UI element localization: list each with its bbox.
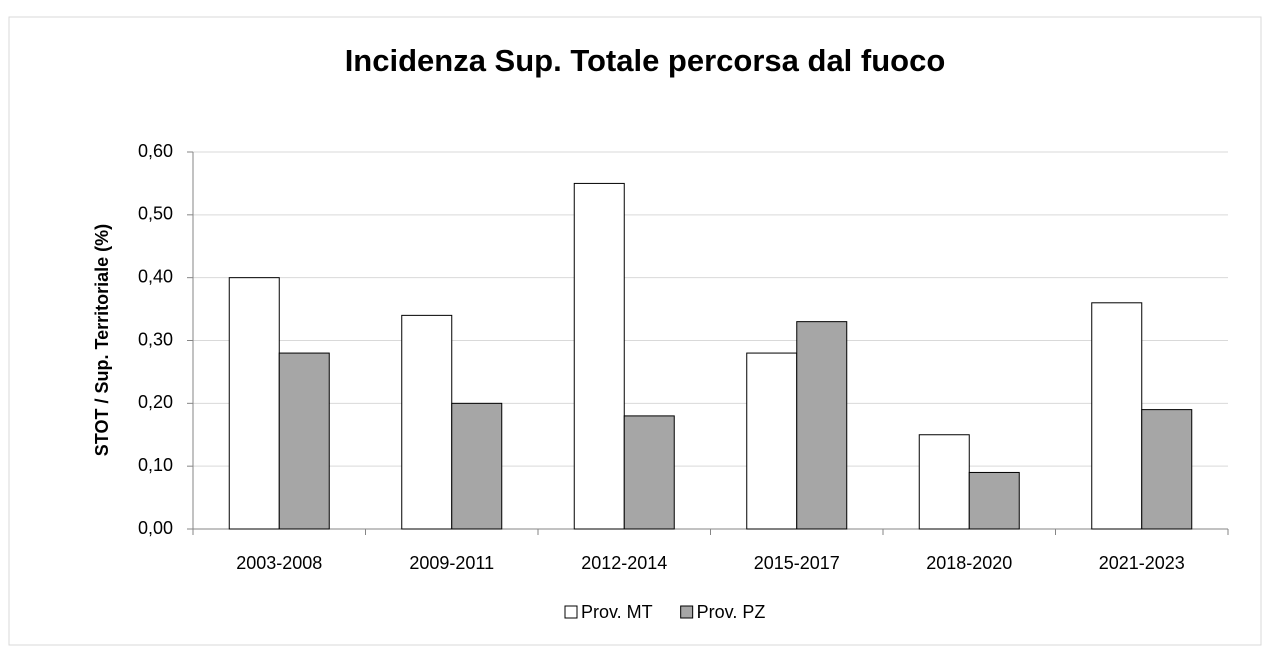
bar [796, 321, 848, 530]
y-tick-label: 0,10 [138, 455, 173, 475]
bar [401, 314, 453, 530]
bar [1091, 302, 1143, 530]
x-tick-label: 2009-2011 [409, 553, 494, 573]
y-tick-label: 0,30 [138, 329, 173, 349]
legend-swatch [680, 605, 694, 619]
y-tick-label: 0,20 [138, 392, 173, 412]
bar [918, 434, 970, 530]
chart-title: Incidenza Sup. Totale percorsa dal fuoco [345, 43, 946, 78]
x-tick-label: 2015-2017 [754, 553, 840, 573]
y-tick-label: 0,40 [138, 266, 173, 286]
x-tick-label: 2021-2023 [1099, 553, 1185, 573]
bar [451, 402, 503, 530]
legend-swatch [564, 605, 578, 619]
legend-label: Prov. MT [581, 602, 653, 622]
bar [968, 471, 1020, 530]
x-tick-label: 2012-2014 [581, 553, 667, 573]
bar [228, 277, 280, 530]
y-axis-label: STOT / Sup. Territoriale (%) [92, 224, 112, 456]
bar [278, 352, 330, 530]
bar [746, 352, 798, 530]
bar [573, 182, 625, 530]
bar [623, 415, 675, 530]
bar [1141, 409, 1193, 530]
y-tick-label: 0,50 [138, 204, 173, 224]
x-tick-label: 2003-2008 [236, 553, 322, 573]
y-tick-label: 0,60 [138, 141, 173, 161]
y-tick-label: 0,00 [138, 518, 173, 538]
legend-label: Prov. PZ [697, 602, 766, 622]
chart-frame [8, 16, 1262, 646]
x-tick-label: 2018-2020 [926, 553, 1012, 573]
